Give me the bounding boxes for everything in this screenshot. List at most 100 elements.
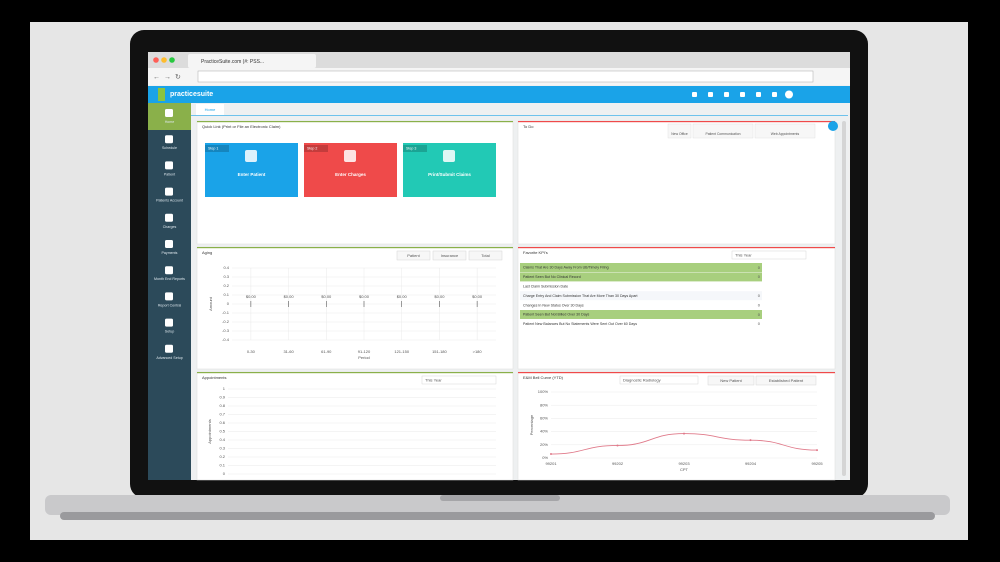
dropdown-label[interactable]: This Year: [735, 253, 752, 258]
dropdown[interactable]: [619, 375, 699, 385]
sidebar-item[interactable]: Month End Reports: [154, 277, 185, 281]
sidebar-item[interactable]: Schedule: [162, 146, 177, 150]
kpi-label[interactable]: Patient Seen But No Clinical Record: [523, 275, 581, 279]
y-tick-label: 1: [223, 386, 226, 391]
header-icon[interactable]: [724, 92, 729, 97]
card-step[interactable]: Step 3: [406, 146, 416, 150]
nav-button[interactable]: →: [164, 74, 171, 81]
kpi-label[interactable]: Charge Entry And Claim Submission That A…: [523, 294, 638, 298]
button-label[interactable]: New Patient: [720, 378, 742, 383]
card-icon: [245, 150, 257, 162]
window-button[interactable]: [169, 57, 175, 63]
button[interactable]: [396, 250, 431, 261]
header-icon[interactable]: [708, 92, 713, 97]
tab-underline: [191, 115, 848, 116]
todo-label[interactable]: Patient Communication: [705, 132, 740, 136]
kpi-label[interactable]: Last Claim Submission Date: [523, 284, 568, 288]
card-label[interactable]: Enter Patient: [238, 172, 266, 177]
kpi-label[interactable]: Claims That Are 30 Days Away From UB/Tim…: [523, 266, 609, 270]
header-icon[interactable]: [740, 92, 745, 97]
x-tick-label: 31-60: [283, 349, 294, 354]
todo-label[interactable]: New Office: [671, 132, 688, 136]
card-label[interactable]: Enter Charges: [335, 172, 366, 177]
kpi-value: 0: [758, 312, 761, 317]
kpi-label[interactable]: Patient New Balances But No Statements W…: [523, 322, 637, 326]
y-tick-label: 0%: [542, 455, 548, 460]
kpi-value: 0: [758, 302, 761, 307]
sidebar-item[interactable]: Report Central: [158, 303, 182, 307]
sidebar-item[interactable]: Patients Account: [156, 199, 183, 203]
sidebar-item[interactable]: Advanced Setup: [156, 356, 182, 360]
panel-top-border: [518, 247, 835, 249]
fab-button[interactable]: [828, 121, 838, 131]
todo-item[interactable]: [667, 123, 692, 139]
data-label: $0.00: [397, 294, 408, 299]
tab[interactable]: Home: [205, 107, 216, 112]
step-badge: [205, 145, 229, 152]
window-button[interactable]: [161, 57, 167, 63]
button-label[interactable]: Insurance: [441, 253, 459, 258]
sidebar-item[interactable]: Charges: [163, 225, 177, 229]
y-tick-label: 0.7: [219, 412, 225, 417]
y-tick-label: 0.3: [219, 446, 225, 451]
y-tick-label: -0.4: [222, 337, 230, 342]
header-icon[interactable]: [756, 92, 761, 97]
panel-title: To Do: [523, 124, 534, 129]
step-badge: [304, 145, 328, 152]
button-label[interactable]: Total: [481, 253, 490, 258]
button[interactable]: [707, 375, 755, 386]
card-label[interactable]: Print/Submit Claims: [428, 172, 471, 177]
sidebar-icon: [165, 318, 173, 327]
header-icon[interactable]: [692, 92, 697, 97]
y-tick-label: 0.2: [219, 454, 225, 459]
kpi-row: [520, 310, 762, 319]
panel-title: Appointments: [202, 375, 226, 380]
button[interactable]: [755, 375, 817, 386]
y-tick-label: -0.1: [222, 310, 230, 315]
y-tick-label: 60%: [540, 415, 548, 420]
sidebar-item[interactable]: Patient: [164, 172, 175, 176]
y-axis-label: Appointments: [207, 419, 212, 443]
tab-title[interactable]: PracticeSuite.com (#: PSS...: [201, 59, 264, 65]
data-label: $0.00: [321, 294, 332, 299]
window-button[interactable]: [153, 57, 159, 63]
y-tick-label: 100%: [538, 389, 549, 394]
nav-button[interactable]: ↻: [175, 74, 181, 81]
data-label: $0.00: [246, 294, 257, 299]
todo-label[interactable]: Web Appointments: [771, 132, 800, 136]
sidebar-item[interactable]: Payments: [162, 251, 178, 255]
dropdown[interactable]: [731, 250, 807, 260]
x-axis-label: CPT: [680, 467, 689, 472]
button-label[interactable]: Established Patient: [769, 378, 804, 383]
panel-top-border: [518, 372, 835, 374]
x-tick-label: 99201: [545, 461, 557, 466]
sidebar-icon: [165, 161, 173, 170]
sidebar-icon: [165, 187, 173, 196]
sidebar-icon: [165, 135, 173, 144]
sidebar-item[interactable]: Home: [165, 120, 175, 124]
panel-title: E&M Bell Curve (YTD): [523, 375, 564, 380]
y-tick-label: -0.3: [222, 328, 230, 333]
card-step[interactable]: Step 1: [208, 146, 218, 150]
kpi-label[interactable]: Patient Seen But Not Billed Over 30 Days: [523, 313, 590, 317]
y-tick-label: 0: [227, 301, 230, 306]
dropdown[interactable]: [421, 375, 497, 385]
data-label: $0.00: [472, 294, 483, 299]
kpi-label[interactable]: Changes In New Status Over 30 Days: [523, 303, 584, 307]
y-tick-label: 0.3: [223, 274, 229, 279]
sidebar-icon: [165, 266, 173, 275]
sidebar-item[interactable]: Setup: [165, 330, 174, 334]
user-avatar[interactable]: [785, 90, 793, 99]
card-step[interactable]: Step 2: [307, 146, 317, 150]
dropdown-label[interactable]: Diagnostic Radiology: [623, 378, 661, 383]
button-label[interactable]: Patient: [407, 253, 420, 258]
y-tick-label: 0.4: [223, 265, 229, 270]
button[interactable]: [468, 250, 503, 261]
todo-item[interactable]: [692, 123, 754, 139]
nav-button[interactable]: ←: [153, 74, 160, 81]
header-icon[interactable]: [772, 92, 777, 97]
dropdown-label[interactable]: This Year: [425, 378, 442, 383]
y-tick-label: 0.2: [223, 283, 229, 288]
button[interactable]: [432, 250, 467, 261]
todo-item[interactable]: [754, 123, 816, 139]
